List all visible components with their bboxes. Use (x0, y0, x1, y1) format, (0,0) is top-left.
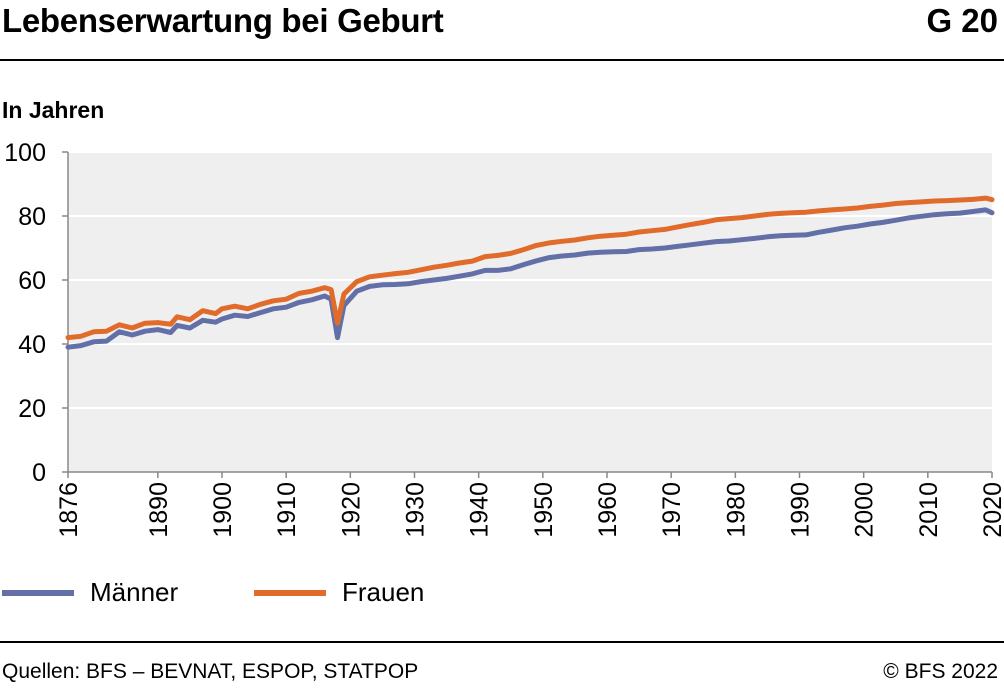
legend-swatch-women (254, 590, 326, 596)
bottom-rule (0, 641, 1004, 643)
x-tick-label-1876: 1876 (55, 482, 83, 538)
x-tick-label-1900: 1900 (209, 482, 237, 538)
line-chart: 0 20 40 60 80 100 1876 1890 1900 1910 1920 1930 194… (4, 139, 1004, 538)
legend-label-men: Männer (90, 577, 179, 607)
x-tick-label-1970: 1970 (658, 482, 686, 538)
y-tick-label-100: 100 (4, 139, 46, 167)
series-line-women (65, 195, 995, 341)
x-tick-label-1980: 1980 (722, 482, 750, 538)
source-note: Quellen: BFS – BEVNAT, ESPOP, STATPOP (2, 660, 419, 683)
series-line-men (65, 207, 995, 350)
y-tick-label-60: 60 (18, 267, 46, 295)
x-tick-label-1890: 1890 (145, 482, 173, 538)
plot-background (68, 152, 992, 472)
top-rule (0, 59, 1004, 61)
chart-id: G 20 (926, 2, 998, 39)
x-tick-label-1930: 1930 (402, 482, 430, 538)
series-lines (65, 195, 995, 350)
x-tick-label-2010: 2010 (915, 482, 943, 538)
copyright: © BFS 2022 (883, 660, 998, 683)
page-title: Lebenserwartung bei Geburt (2, 2, 444, 39)
x-tick-label-1940: 1940 (466, 482, 494, 538)
x-axis: 1876 1890 1900 1910 1920 1930 1940 1950 1960 1970… (55, 471, 1004, 538)
x-tick-label-1920: 1920 (337, 482, 365, 538)
y-tick-label-40: 40 (18, 331, 46, 359)
legend: Männer Frauen (0, 573, 1004, 613)
x-tick-label-2000: 2000 (851, 482, 879, 538)
x-tick-label-1910: 1910 (273, 482, 301, 538)
gridlines (68, 151, 992, 409)
y-tick-label-0: 0 (32, 459, 46, 487)
x-tick-label-1990: 1990 (787, 482, 815, 538)
x-tick-label-1950: 1950 (530, 482, 558, 538)
y-tick-label-20: 20 (18, 395, 46, 423)
x-tick-label-1960: 1960 (594, 482, 622, 538)
x-tick-label-2020: 2020 (979, 482, 1004, 538)
y-unit-label: In Jahren (2, 97, 105, 123)
legend-swatch-men (2, 590, 74, 596)
legend-label-women: Frauen (342, 577, 425, 607)
y-tick-label-80: 80 (18, 203, 46, 231)
y-axis: 0 20 40 60 80 100 (4, 139, 69, 487)
